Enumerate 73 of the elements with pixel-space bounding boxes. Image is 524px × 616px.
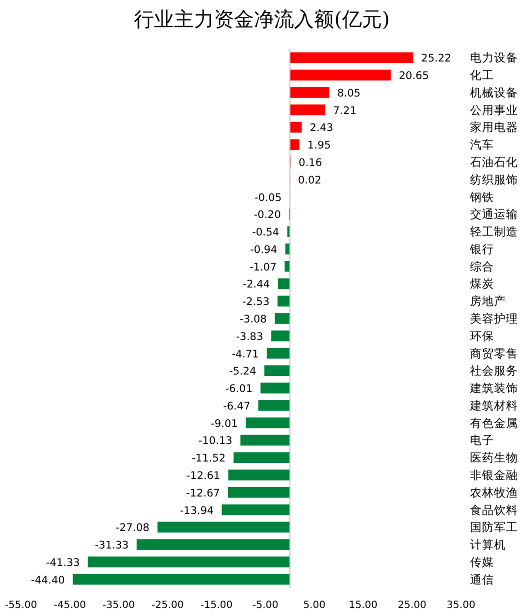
y-tick-label: 通信 bbox=[470, 572, 494, 586]
data-label: -1.07 bbox=[249, 261, 277, 274]
data-label: -0.05 bbox=[254, 192, 282, 204]
data-label: -6.01 bbox=[225, 383, 253, 396]
data-label: 20.65 bbox=[398, 70, 429, 82]
x-tick-label: -55.00 bbox=[4, 600, 38, 611]
data-label: -3.08 bbox=[240, 314, 267, 326]
data-label: 0.16 bbox=[298, 157, 322, 170]
x-tick-label: -35.00 bbox=[102, 600, 135, 611]
data-label: -4.71 bbox=[232, 348, 259, 360]
y-tick-label: 电子 bbox=[470, 433, 494, 448]
data-label: -3.83 bbox=[236, 330, 264, 343]
y-tick-label: 钢铁 bbox=[469, 190, 494, 204]
data-label: -27.08 bbox=[116, 522, 150, 534]
y-tick-label: 电力设备 bbox=[470, 50, 518, 65]
x-tick-label: 5.00 bbox=[303, 600, 326, 611]
y-tick-label: 建筑材料 bbox=[469, 398, 518, 412]
y-tick-label: 交通运输 bbox=[470, 207, 518, 222]
data-label: 1.95 bbox=[307, 140, 331, 152]
data-label: 25.22 bbox=[421, 52, 452, 65]
data-label: -2.44 bbox=[242, 278, 270, 291]
y-tick-label: 银行 bbox=[469, 242, 494, 256]
y-tick-label: 社会服务 bbox=[470, 364, 518, 378]
data-label: 0.02 bbox=[298, 174, 322, 186]
data-label: -6.47 bbox=[223, 400, 250, 412]
x-tick-label: 35.00 bbox=[446, 600, 476, 611]
y-tick-label: 商贸零售 bbox=[470, 346, 518, 360]
y-tick-label: 机械设备 bbox=[470, 85, 518, 100]
y-tick-label: 轻工制造 bbox=[470, 224, 518, 239]
y-tick-label: 化工 bbox=[470, 68, 494, 82]
x-tick-label: -25.00 bbox=[152, 600, 184, 611]
y-tick-label: 家用电器 bbox=[470, 120, 518, 134]
data-label: -12.67 bbox=[186, 487, 220, 500]
data-label: 7.21 bbox=[333, 104, 357, 117]
data-label: -0.54 bbox=[252, 226, 280, 239]
x-tick-label: 15.00 bbox=[348, 600, 378, 611]
y-tick-label: 综合 bbox=[470, 259, 494, 274]
y-tick-label: 纺织服饰 bbox=[470, 172, 518, 186]
chart-title: 行业主力资金净流入额(亿元) bbox=[134, 7, 390, 31]
data-label: 8.05 bbox=[337, 87, 361, 100]
data-label: -9.01 bbox=[210, 418, 238, 430]
y-tick-label: 石油石化 bbox=[470, 155, 518, 170]
data-label: -13.94 bbox=[180, 504, 214, 517]
y-tick-label: 计算机 bbox=[470, 538, 506, 552]
data-label: -10.13 bbox=[198, 435, 232, 448]
y-tick-label: 公用事业 bbox=[470, 102, 518, 117]
y-tick-label: 建筑装饰 bbox=[469, 381, 518, 396]
data-label: -5.24 bbox=[229, 366, 257, 378]
y-tick-label: 非银金融 bbox=[470, 468, 518, 482]
data-label: -11.52 bbox=[192, 452, 226, 465]
x-tick-label: 25.00 bbox=[398, 600, 426, 611]
y-tick-label: 医药生物 bbox=[470, 450, 518, 465]
x-tick-label: -45.00 bbox=[54, 600, 86, 611]
data-label: -12.61 bbox=[186, 470, 220, 482]
data-label: 2.43 bbox=[310, 122, 334, 134]
data-label: -41.33 bbox=[46, 556, 80, 569]
y-tick-label: 汽车 bbox=[470, 138, 494, 152]
x-tick-label: -15.00 bbox=[200, 600, 233, 611]
data-label: -0.94 bbox=[250, 244, 278, 256]
y-tick-label: 有色金属 bbox=[470, 416, 518, 430]
y-tick-label: 农林牧渔 bbox=[470, 485, 518, 500]
x-tick-label: -5.00 bbox=[252, 600, 278, 611]
data-label: -31.33 bbox=[94, 540, 129, 552]
data-label: -44.40 bbox=[30, 574, 65, 586]
y-tick-label: 食品饮料 bbox=[470, 502, 518, 517]
y-tick-label: 美容护理 bbox=[470, 312, 518, 326]
y-tick-label: 国防军工 bbox=[470, 520, 518, 534]
data-label: -2.53 bbox=[242, 296, 270, 308]
y-tick-label: 传媒 bbox=[470, 554, 494, 569]
y-tick-label: 环保 bbox=[470, 328, 494, 343]
data-label: -0.20 bbox=[254, 209, 281, 222]
y-tick-label: 房地产 bbox=[470, 294, 506, 308]
y-tick-label: 煤炭 bbox=[470, 276, 494, 291]
